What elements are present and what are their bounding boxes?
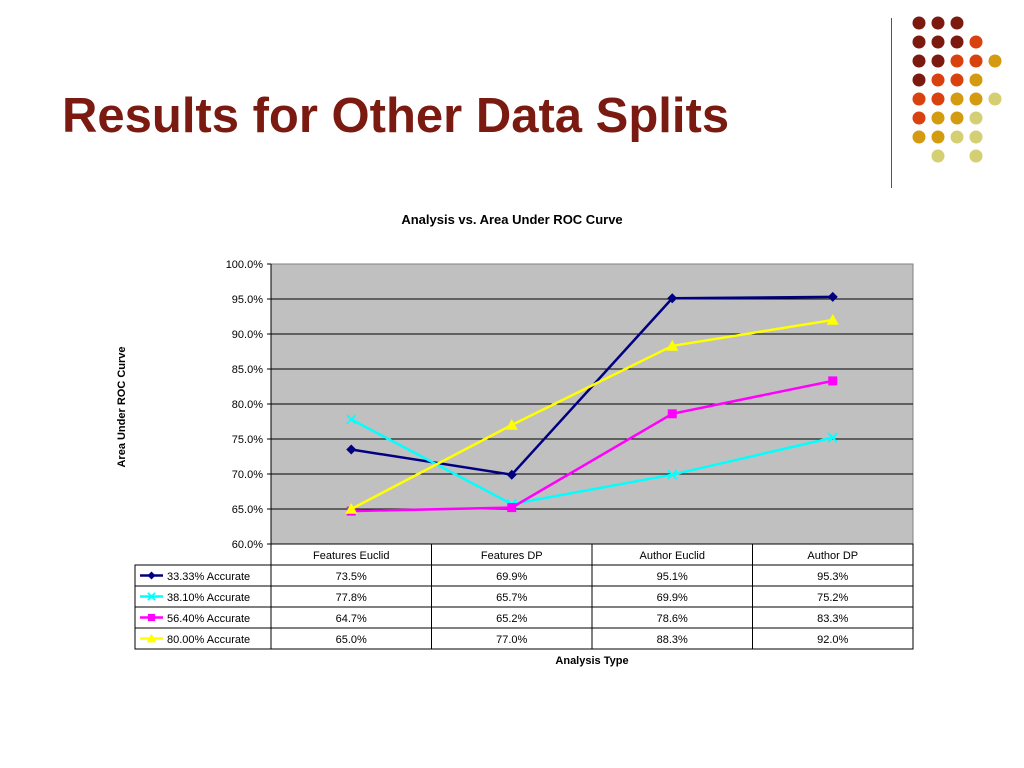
series-line	[350, 318, 833, 511]
data-point-diamond	[147, 571, 156, 580]
decorative-dot	[931, 130, 945, 144]
y-tick-label: 80.0%	[232, 399, 263, 411]
y-tick-label: 85.0%	[232, 364, 263, 376]
decorative-dot	[950, 54, 964, 68]
y-tick-label: 65.0%	[232, 504, 263, 516]
data-point-triangle	[826, 314, 839, 325]
category-label: Features Euclid	[313, 550, 389, 562]
decorative-dot	[969, 92, 983, 106]
data-label: 77.8%	[336, 592, 367, 604]
chart-title: Analysis vs. Area Under ROC Curve	[401, 212, 623, 227]
decorative-dot	[912, 73, 926, 87]
decorative-dot	[950, 16, 964, 30]
data-label: 65.7%	[496, 592, 527, 604]
data-label: 65.2%	[496, 613, 527, 625]
decorative-dot	[950, 130, 964, 144]
legend-label: 38.10% Accurate	[167, 592, 250, 604]
decorative-dot	[988, 92, 1002, 106]
legend-label: 56.40% Accurate	[167, 613, 250, 625]
category-label: Features DP	[481, 550, 543, 562]
y-tick-label: 100.0%	[226, 259, 264, 271]
title-divider-line	[891, 18, 892, 188]
data-point-square	[507, 503, 517, 513]
data-point-triangle	[146, 633, 157, 643]
decorative-dot	[969, 111, 983, 125]
decorative-dot	[912, 35, 926, 49]
data-point-triangle	[666, 339, 679, 351]
decorative-dot	[969, 54, 983, 68]
decorative-dot	[931, 73, 945, 87]
series-line	[350, 418, 834, 506]
data-label: 95.3%	[817, 571, 848, 583]
decorative-dot	[931, 35, 945, 49]
y-tick-label: 60.0%	[232, 539, 263, 551]
data-label: 69.9%	[496, 571, 527, 583]
table-row	[134, 627, 914, 650]
data-label: 64.7%	[336, 613, 367, 625]
decorative-dot-grid	[912, 16, 1002, 163]
decorative-dot	[969, 35, 983, 49]
decorative-dot	[969, 149, 983, 163]
decorative-dot	[950, 111, 964, 125]
decorative-dot	[950, 73, 964, 87]
data-label: 95.1%	[657, 571, 688, 583]
data-point-x	[147, 592, 156, 601]
decorative-dot	[950, 35, 964, 49]
category-label: Author Euclid	[640, 550, 705, 562]
series-line	[351, 379, 834, 513]
data-label: 83.3%	[817, 613, 848, 625]
x-axis-label: Analysis Type	[555, 655, 629, 667]
category-label: Author DP	[807, 550, 858, 562]
y-tick-label: 75.0%	[232, 434, 263, 446]
decorative-dot	[969, 73, 983, 87]
decorative-dot	[931, 92, 945, 106]
decorative-dot	[931, 54, 945, 68]
decorative-dot	[912, 111, 926, 125]
data-point-triangle	[345, 503, 358, 514]
y-tick-label: 70.0%	[232, 469, 263, 481]
decorative-dot	[969, 130, 983, 144]
data-point-x	[667, 469, 678, 480]
legend-label: 33.33% Accurate	[167, 571, 250, 583]
decorative-dot	[931, 149, 945, 163]
y-tick-label: 90.0%	[232, 329, 263, 341]
data-point-square	[828, 376, 838, 386]
decorative-dot	[931, 16, 945, 30]
data-point-square	[147, 613, 156, 622]
data-label: 69.9%	[657, 592, 688, 604]
data-label: 73.5%	[336, 571, 367, 583]
decorative-dot	[950, 92, 964, 106]
data-point-diamond	[667, 293, 678, 304]
decorative-dot	[931, 111, 945, 125]
decorative-dot	[988, 54, 1002, 68]
data-point-x	[346, 414, 357, 425]
slide-title: Results for Other Data Splits	[62, 89, 730, 143]
decorative-dot	[912, 92, 926, 106]
decorative-dot	[912, 130, 926, 144]
data-point-triangle	[505, 419, 518, 430]
decorative-dot	[912, 16, 926, 30]
decorative-dot	[912, 54, 926, 68]
legend-label: 80.00% Accurate	[167, 634, 250, 646]
data-point-diamond	[827, 291, 838, 302]
data-point-diamond	[506, 469, 517, 480]
data-point-square	[667, 409, 677, 419]
data-label: 78.6%	[657, 613, 688, 625]
data-label: 92.0%	[817, 634, 848, 646]
data-point-diamond	[346, 444, 357, 455]
data-label: 77.0%	[496, 634, 527, 646]
data-label: 75.2%	[817, 592, 848, 604]
data-label: 88.3%	[657, 634, 688, 646]
data-point-x	[827, 432, 838, 443]
y-tick-label: 95.0%	[232, 294, 263, 306]
data-label: 65.0%	[336, 634, 367, 646]
